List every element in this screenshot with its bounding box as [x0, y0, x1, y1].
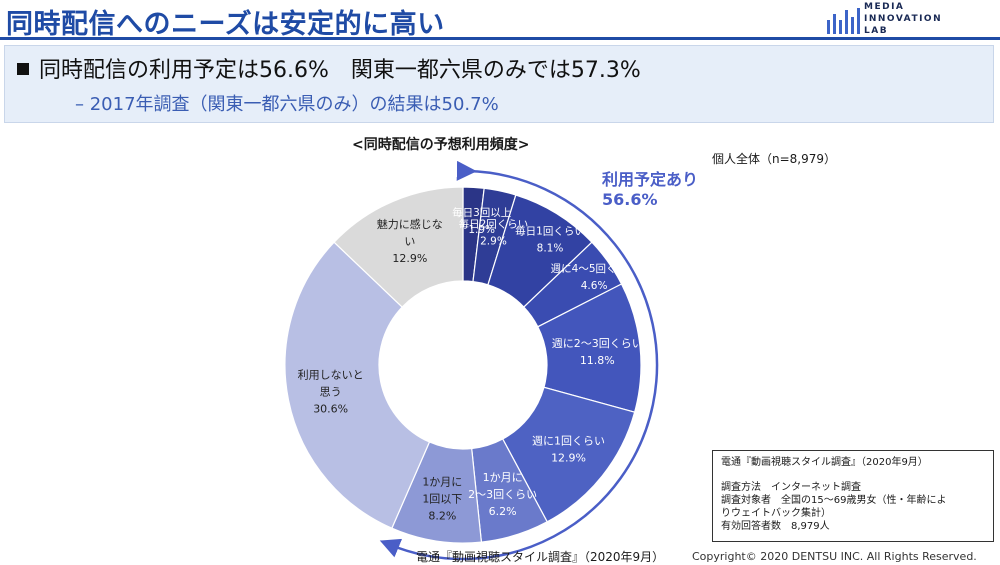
page-title: 同時配信へのニーズは安定的に高い: [6, 9, 445, 40]
copyright: Copyright© 2020 DENTSU INC. All Rights R…: [692, 550, 977, 563]
logo-line-media: MEDIA: [864, 2, 905, 12]
planned-usage-arc: [379, 160, 659, 561]
logo-bars-icon: [827, 8, 860, 34]
summary-sub-line: – 2017年調査（関東一都六県のみ）の結果は50.7%: [75, 94, 499, 115]
survey-target-line1: 調査対象者 全国の15～69歳男女（性・年齢によ: [721, 495, 947, 506]
slice-label: 週に4～5回くらい 4.6%: [551, 263, 638, 292]
slice-value: 8.1%: [537, 242, 564, 254]
slice-label: 利用しないと思う 30.6%: [298, 369, 364, 416]
footer-source: 電通『動画視聴スタイル調査』（2020年9月）: [416, 550, 665, 564]
summary-main-text: 同時配信の利用予定は56.6% 関東一都六県のみでは57.3%: [39, 58, 641, 83]
slice-value: 30.6%: [313, 403, 348, 416]
planned-usage-label: 利用予定あり 56.6%: [602, 170, 698, 210]
survey-target-line2: りウェイトバック集計）: [721, 508, 831, 519]
slice-label: 1か月に 2～3回くらい 6.2%: [468, 471, 537, 518]
slice-value: 8.2%: [428, 509, 456, 522]
survey-title: 電通『動画視聴スタイル調査』（2020年9月）: [721, 457, 928, 468]
slice-value: 11.8%: [580, 354, 615, 367]
title-divider: [0, 37, 1000, 40]
slice-value: 12.9%: [551, 452, 586, 465]
square-bullet-icon: [17, 63, 29, 75]
slice-value: 2.9%: [480, 236, 507, 248]
survey-info-box: 電通『動画視聴スタイル調査』（2020年9月） 調査方法 インターネット調査 調…: [712, 450, 994, 542]
planned-usage-value: 56.6%: [602, 190, 658, 209]
sample-size-note: 個人全体（n=8,979）: [712, 152, 837, 166]
logo-text: MEDIA INNOVATION LAB: [864, 1, 942, 37]
media-innovation-lab-logo: MEDIA INNOVATION LAB: [826, 0, 996, 40]
chart-title: <同時配信の予想利用頻度>: [352, 137, 530, 153]
summary-box: 同時配信の利用予定は56.6% 関東一都六県のみでは57.3% – 2017年調…: [4, 45, 994, 123]
logo-line-innovation: INNOVATION: [864, 14, 943, 24]
slice-label: 週に1回くらい 12.9%: [532, 435, 605, 465]
slice-value: 12.9%: [392, 252, 427, 265]
summary-main-line: 同時配信の利用予定は56.6% 関東一都六県のみでは57.3%: [17, 52, 641, 84]
planned-usage-title: 利用予定あり: [602, 170, 699, 189]
logo-line-lab: LAB: [864, 26, 889, 36]
slice-label: 毎日1回くらい 8.1%: [515, 224, 585, 254]
slice-label: 週に2～3回くらい 11.8%: [552, 337, 643, 367]
survey-respondents: 有効回答者数 8,979人: [721, 521, 830, 532]
slice-value: 4.6%: [581, 280, 608, 292]
survey-method: 調査方法 インターネット調査: [721, 482, 861, 493]
slice-value: 6.2%: [489, 505, 517, 518]
